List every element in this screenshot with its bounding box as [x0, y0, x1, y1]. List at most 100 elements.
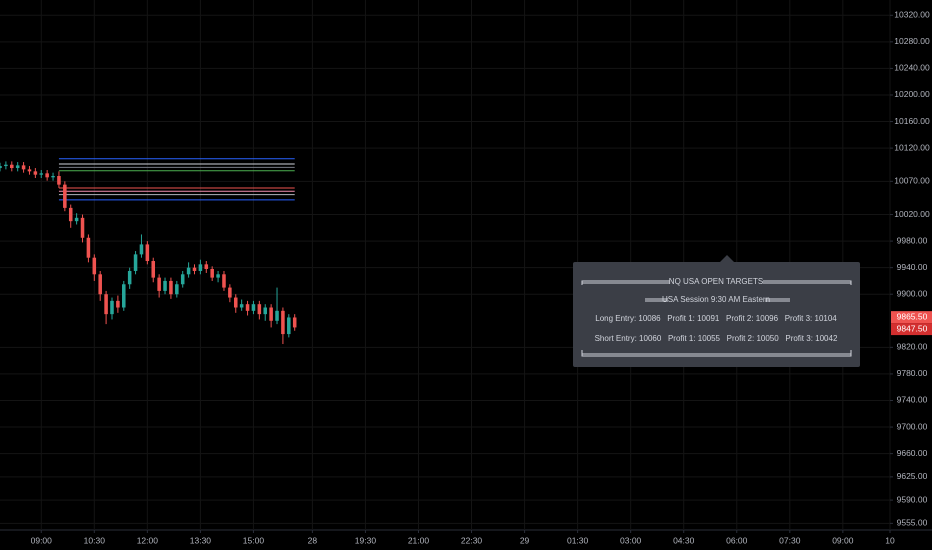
candle-body [251, 304, 256, 311]
annotation-box [573, 262, 860, 367]
candle-body [86, 237, 91, 258]
x-tick-label: 01:30 [567, 535, 589, 545]
candle-body [127, 270, 132, 285]
candle-body [228, 287, 232, 298]
candle-body [27, 169, 32, 172]
price-label-bg [891, 323, 932, 336]
candle-body [51, 176, 55, 178]
x-tick-label: 28 [308, 535, 318, 545]
candle-body [104, 294, 108, 315]
candle-body [257, 304, 262, 315]
y-tick-label: 10020.00 [894, 209, 930, 219]
x-tick-label: 10 [885, 535, 895, 545]
x-tick-label: 09:00 [31, 535, 53, 545]
y-tick-label: 10120.00 [894, 142, 930, 152]
x-tick-label: 13:30 [190, 535, 212, 545]
candle-body [80, 217, 85, 238]
y-tick-label: 10320.00 [894, 10, 930, 20]
candle-body [169, 280, 173, 295]
annotation: NQ USA OPEN TARGETS USA Session 9:30 AM … [573, 255, 860, 367]
x-tick-label: 06:00 [726, 535, 748, 545]
decor [645, 298, 790, 302]
candle-body [157, 277, 161, 291]
axes: 10320.00 10280.00 10240.00 10200.00 10160.00… [31, 10, 932, 545]
x-tick-label: 07:30 [779, 535, 801, 545]
candle-body [10, 164, 14, 169]
y-tick-label: 9700.00 [897, 421, 928, 431]
candle-body [281, 310, 285, 335]
candle-body [151, 261, 156, 278]
annotation-decor [581, 280, 852, 357]
candle-body [192, 267, 197, 271]
candle-body [33, 171, 38, 175]
annotation-long: Long Entry: 10086 Profit 1: 10091 Profit… [595, 314, 837, 323]
decor [581, 350, 852, 357]
y-tick-label: 9660.00 [897, 448, 928, 458]
candle-body [175, 284, 179, 295]
candle-body [122, 284, 126, 308]
candle-body [21, 165, 26, 170]
y-tick-label: 10160.00 [894, 116, 930, 126]
y-tick-label: 9740.00 [897, 395, 928, 405]
x-tick-label: 04:30 [673, 535, 695, 545]
grid [0, 0, 891, 530]
decor [581, 280, 670, 285]
candle-body [39, 173, 44, 175]
candle-body [287, 317, 291, 335]
candle-body [239, 304, 244, 308]
candle-body [180, 274, 185, 285]
x-tick-label: 12:00 [137, 535, 159, 545]
y-tick-label: 10070.00 [894, 176, 930, 186]
x-tick-label: 09:00 [832, 535, 854, 545]
candle-body [210, 268, 214, 278]
candle-body [204, 264, 209, 269]
price-label-bg [891, 311, 932, 324]
y-tick-label: 9980.00 [897, 235, 928, 245]
x-tick-label: 19:30 [355, 535, 377, 545]
annotation-short: Short Entry: 10060 Profit 1: 10055 Profi… [595, 334, 838, 343]
candle-body [57, 176, 61, 185]
candle-body [222, 274, 226, 288]
y-tick-label: 9555.00 [897, 518, 928, 528]
price-label: 9847.50 [897, 323, 928, 333]
price-label: 9865.50 [897, 311, 928, 321]
candle-body [74, 217, 79, 222]
candle-body [186, 267, 191, 275]
plot [0, 158, 297, 345]
annotation-pointer [720, 255, 734, 262]
candle-body [198, 264, 203, 271]
candle-body [63, 184, 67, 208]
candle-body [233, 297, 238, 308]
x-tick-label: 03:00 [620, 535, 642, 545]
x-tick-label: 21:00 [408, 535, 430, 545]
candle-body [15, 165, 20, 169]
candle-body [92, 257, 97, 275]
candle-body [245, 304, 250, 311]
y-tick-label: 9590.00 [897, 494, 928, 504]
x-tick-label: 10:30 [84, 535, 106, 545]
annotation-session: USA Session 9:30 AM Eastern [662, 295, 770, 304]
y-tick-label: 9780.00 [897, 368, 928, 378]
y-tick-label: 10200.00 [894, 89, 930, 99]
y-tick-label: 10240.00 [894, 63, 930, 73]
candle-body [269, 307, 273, 321]
candle-body [4, 164, 8, 167]
candle-body [139, 244, 144, 255]
candle-body [110, 300, 114, 315]
candle-body [216, 274, 220, 278]
candle-body [68, 207, 73, 222]
y-tick-label: 9820.00 [897, 342, 928, 352]
x-tick-label: 15:00 [243, 535, 265, 545]
annotation-title: NQ USA OPEN TARGETS [669, 277, 763, 286]
y-tick-label: 10280.00 [894, 36, 930, 46]
candle-body [98, 274, 102, 295]
candle-body [292, 317, 297, 328]
x-tick-label: 29 [520, 535, 530, 545]
y-tick-label: 9940.00 [897, 262, 928, 272]
candle-body [116, 300, 120, 308]
candle-body [0, 166, 2, 169]
decor [763, 280, 852, 285]
candle-body [263, 307, 267, 315]
y-tick-label: 9625.00 [897, 471, 928, 481]
